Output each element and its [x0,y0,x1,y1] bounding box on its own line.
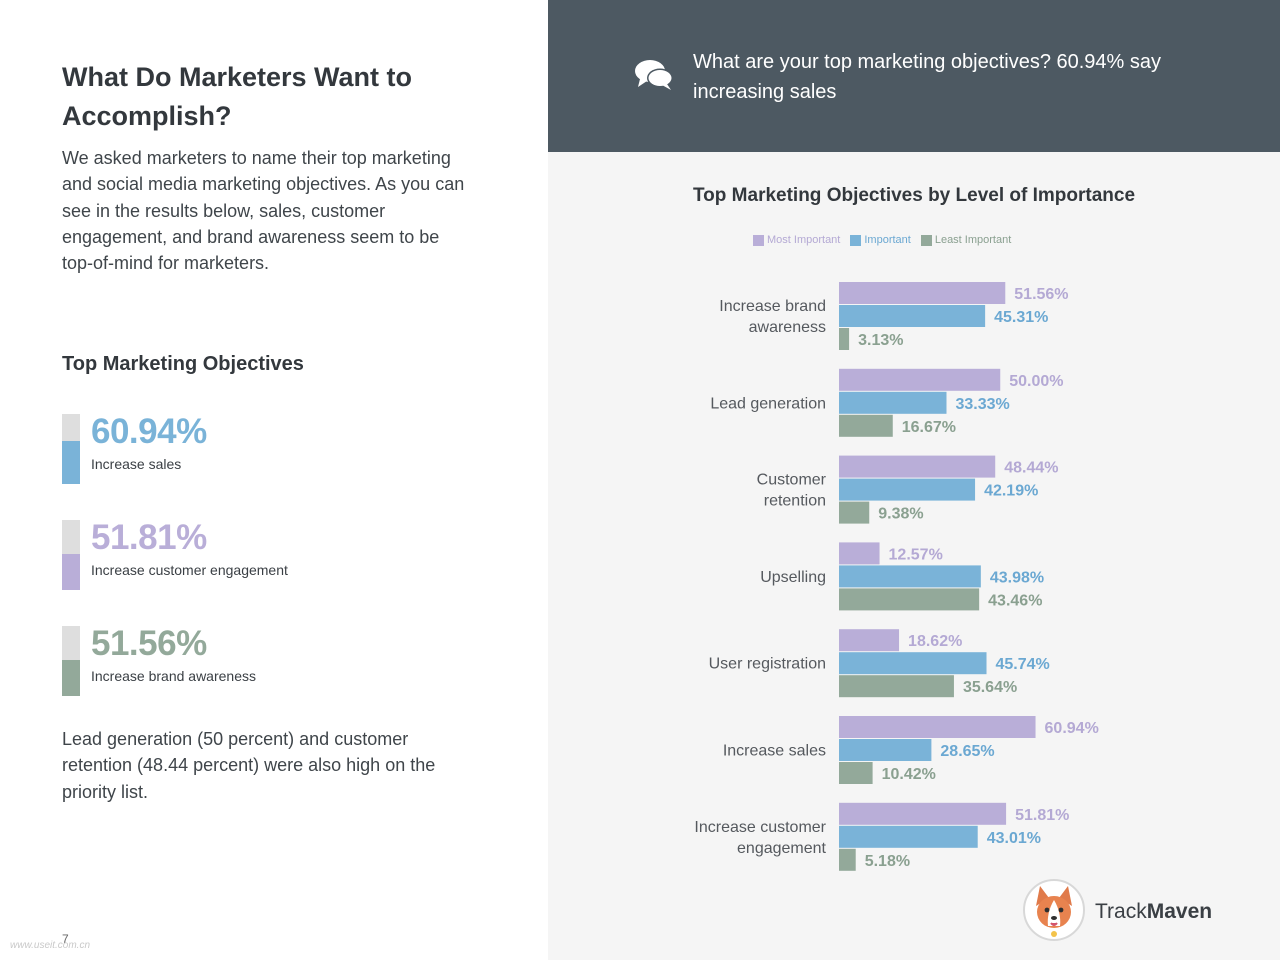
outro-paragraph: Lead generation (50 percent) and custome… [62,729,436,802]
data-label: 45.31% [994,309,1048,326]
legend-label: Important [864,234,911,246]
bar [839,455,996,478]
stat-bar-track [62,520,80,590]
bar [839,414,893,437]
bar [839,675,954,698]
stat-bar-track [62,626,80,696]
bar [839,501,870,524]
bar [839,565,981,588]
stat-label: Increase sales [91,456,182,472]
bar [839,802,1007,825]
data-label: 51.81% [1015,807,1069,824]
legend-item-important: Important [850,234,911,246]
watermark: www.useit.com.cn [10,940,91,951]
page-title: What Do Marketers Want to Accomplish? [62,62,413,131]
category-label: Customer [757,472,827,489]
bar [839,368,1001,391]
bar [839,391,947,414]
category-label: Increase sales [723,743,826,760]
data-label: 60.94% [1045,720,1099,737]
stat-label: Increase brand awareness [91,668,256,684]
trackmaven-logo: TrackMaven [1022,876,1212,946]
bar [839,542,880,565]
category-label: Upselling [760,569,826,586]
data-label: 16.67% [902,419,956,436]
legend-swatch [920,234,932,246]
bar [839,762,873,784]
stat-value: 51.81% [91,518,207,557]
logo-text-bold: Maven [1146,900,1213,923]
legend-label: Least Important [934,234,1012,246]
data-label: 43.98% [990,569,1044,586]
bar [839,652,987,675]
right-panel: What are your top marketing objectives? … [548,0,1280,960]
bar-chart: Increase brand awareness 51.56% 45.31% 3.13%… [694,282,1099,871]
stat-label: Increase customer engagement [91,562,288,578]
data-label: 51.56% [1014,286,1068,303]
stat-increase-sales: 60.94% Increase sales [62,412,362,484]
data-label: 50.00% [1009,373,1063,390]
legend-item-most-important: Most Important [753,234,840,246]
data-label: 45.74% [996,656,1050,673]
chart-legend: Most Important Important Least Important [753,234,1011,246]
stat-increase-brand-awareness: 51.56% Increase brand awareness [62,624,362,696]
data-label: 5.18% [865,853,910,870]
legend-swatch [850,234,862,246]
data-label: 43.46% [988,592,1042,609]
page-number: 7 [62,932,69,946]
bar [839,825,978,848]
stat-bar-fill [62,553,80,590]
category-label: Increase customer [694,819,826,836]
category-label: Increase brand [719,298,826,315]
section-title: Top Marketing Objectives [62,353,304,375]
legend-label: Most Important [767,234,841,246]
stat-value: 51.56% [91,624,207,663]
category-label: User registration [709,656,826,673]
corgi-mascot-icon [1023,879,1085,941]
data-label: 43.01% [987,830,1041,847]
data-label: 33.33% [955,396,1009,413]
logo-text: TrackMaven [1095,900,1212,924]
bar [839,305,986,327]
quote-banner: What are your top marketing objectives? … [548,0,1280,152]
bar [839,629,900,652]
data-label: 42.19% [984,483,1038,500]
data-label: 10.42% [882,766,936,783]
stat-bar-fill [62,441,80,484]
stat-bar-track [62,414,80,484]
intro-paragraph: We asked marketers to name their top mar… [62,148,465,274]
data-label: 3.13% [858,332,903,349]
bar [839,716,1036,738]
category-label: retention [764,493,826,510]
legend-item-least-important: Least Important [920,234,1012,246]
stat-bar-fill [62,659,80,696]
data-label: 18.62% [908,633,962,650]
stat-increase-customer-engagement: 51.81% Increase customer engagement [62,518,362,590]
chart-title: Top Marketing Objectives by Level of Imp… [692,185,1136,206]
bar [839,478,976,501]
category-label: engagement [737,840,827,857]
banner-quote: What are your top marketing objectives? … [693,51,1162,103]
bar [839,328,850,350]
data-label: 28.65% [940,743,994,760]
bar [839,739,932,761]
stat-value: 60.94% [91,412,207,451]
category-label: awareness [749,319,826,336]
logo-text-regular: Track [1095,900,1147,923]
data-label: 48.44% [1004,460,1058,477]
category-label: Lead generation [710,395,826,412]
bar [839,848,856,871]
bar [839,588,980,611]
data-label: 12.57% [889,546,943,563]
left-panel: What Do Marketers Want to Accomplish? We… [0,0,548,960]
data-label: 35.64% [963,679,1017,696]
chat-bubbles-icon [635,60,673,90]
data-label: 9.38% [878,506,923,523]
bar [839,282,1006,304]
legend-swatch [753,234,764,246]
